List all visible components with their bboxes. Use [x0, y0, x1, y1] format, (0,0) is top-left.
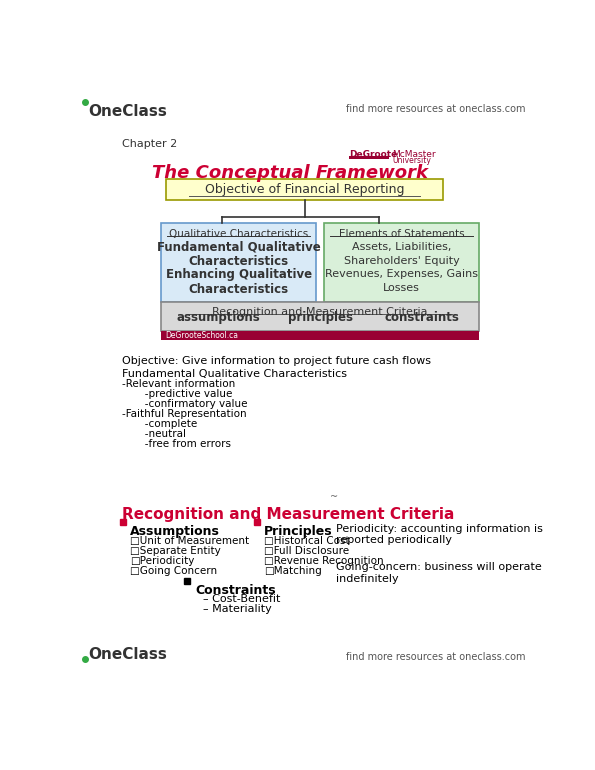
Text: Recognition and Measurement Criteria: Recognition and Measurement Criteria [212, 307, 428, 317]
Text: Objective: Give information to project future cash flows: Objective: Give information to project f… [123, 356, 431, 366]
Text: Principles: Principles [264, 525, 333, 538]
Text: find more resources at oneclass.com: find more resources at oneclass.com [346, 652, 525, 662]
Text: Chapter 2: Chapter 2 [123, 139, 178, 149]
Text: Elements of Statements: Elements of Statements [339, 229, 464, 239]
Text: Going-concern: business will operate
indefinitely: Going-concern: business will operate ind… [336, 562, 542, 584]
Text: McMaster: McMaster [392, 150, 436, 159]
Text: Periodicity: accounting information is
reported periodically: Periodicity: accounting information is r… [336, 524, 543, 545]
Text: -confirmatory value: -confirmatory value [123, 399, 248, 409]
Text: □Revenue Recognition: □Revenue Recognition [264, 556, 384, 566]
Text: – Cost-Benefit: – Cost-Benefit [203, 594, 280, 604]
Text: DeGrooteSchool.ca: DeGrooteSchool.ca [165, 331, 238, 340]
FancyBboxPatch shape [324, 223, 479, 302]
Text: assumptions: assumptions [177, 311, 260, 324]
FancyBboxPatch shape [166, 179, 443, 200]
Text: OneClass: OneClass [88, 104, 167, 119]
Text: Assumptions: Assumptions [130, 525, 220, 538]
Text: The Conceptual Framework: The Conceptual Framework [152, 164, 428, 182]
Text: Revenues, Expenses, Gains: Revenues, Expenses, Gains [325, 270, 478, 280]
Text: Recognition and Measurement Criteria: Recognition and Measurement Criteria [123, 507, 455, 521]
Text: -neutral: -neutral [123, 429, 186, 439]
Text: Assets, Liabilities,: Assets, Liabilities, [352, 242, 451, 252]
Text: Losses: Losses [383, 283, 420, 293]
Text: □Matching: □Matching [264, 566, 322, 576]
Text: Constraints: Constraints [195, 584, 275, 597]
Text: □Periodicity: □Periodicity [130, 556, 195, 566]
Text: □Unit of Measurement: □Unit of Measurement [130, 536, 249, 546]
Text: Qualitative Characteristics: Qualitative Characteristics [169, 229, 308, 239]
Text: constraints: constraints [384, 311, 459, 324]
Text: -Faithful Representation: -Faithful Representation [123, 409, 247, 419]
Text: principles: principles [287, 311, 353, 324]
Text: ~: ~ [330, 492, 338, 502]
Text: Enhancing Qualitative
Characteristics: Enhancing Qualitative Characteristics [165, 268, 312, 296]
FancyBboxPatch shape [161, 331, 479, 340]
Text: -complete: -complete [123, 419, 198, 429]
Text: find more resources at oneclass.com: find more resources at oneclass.com [346, 104, 525, 114]
Text: □Going Concern: □Going Concern [130, 566, 217, 576]
Text: Fundamental Qualitative
Characteristics: Fundamental Qualitative Characteristics [157, 240, 321, 268]
Text: – Materiality: – Materiality [203, 604, 271, 614]
Text: □Separate Entity: □Separate Entity [130, 546, 221, 556]
Text: -free from errors: -free from errors [123, 439, 231, 449]
Text: -Relevant information: -Relevant information [123, 379, 236, 389]
Text: Shareholders' Equity: Shareholders' Equity [343, 256, 459, 266]
Text: Fundamental Qualitative Characteristics: Fundamental Qualitative Characteristics [123, 369, 347, 379]
Text: DeGroote: DeGroote [349, 150, 397, 159]
Text: -predictive value: -predictive value [123, 389, 233, 399]
Text: University: University [392, 156, 431, 165]
FancyBboxPatch shape [349, 156, 389, 159]
Text: Objective of Financial Reporting: Objective of Financial Reporting [205, 183, 404, 196]
FancyBboxPatch shape [161, 302, 479, 331]
Text: □Full Disclosure: □Full Disclosure [264, 546, 349, 556]
FancyBboxPatch shape [161, 223, 316, 302]
Text: OneClass: OneClass [88, 648, 167, 662]
Text: □Historical Cost: □Historical Cost [264, 536, 350, 546]
